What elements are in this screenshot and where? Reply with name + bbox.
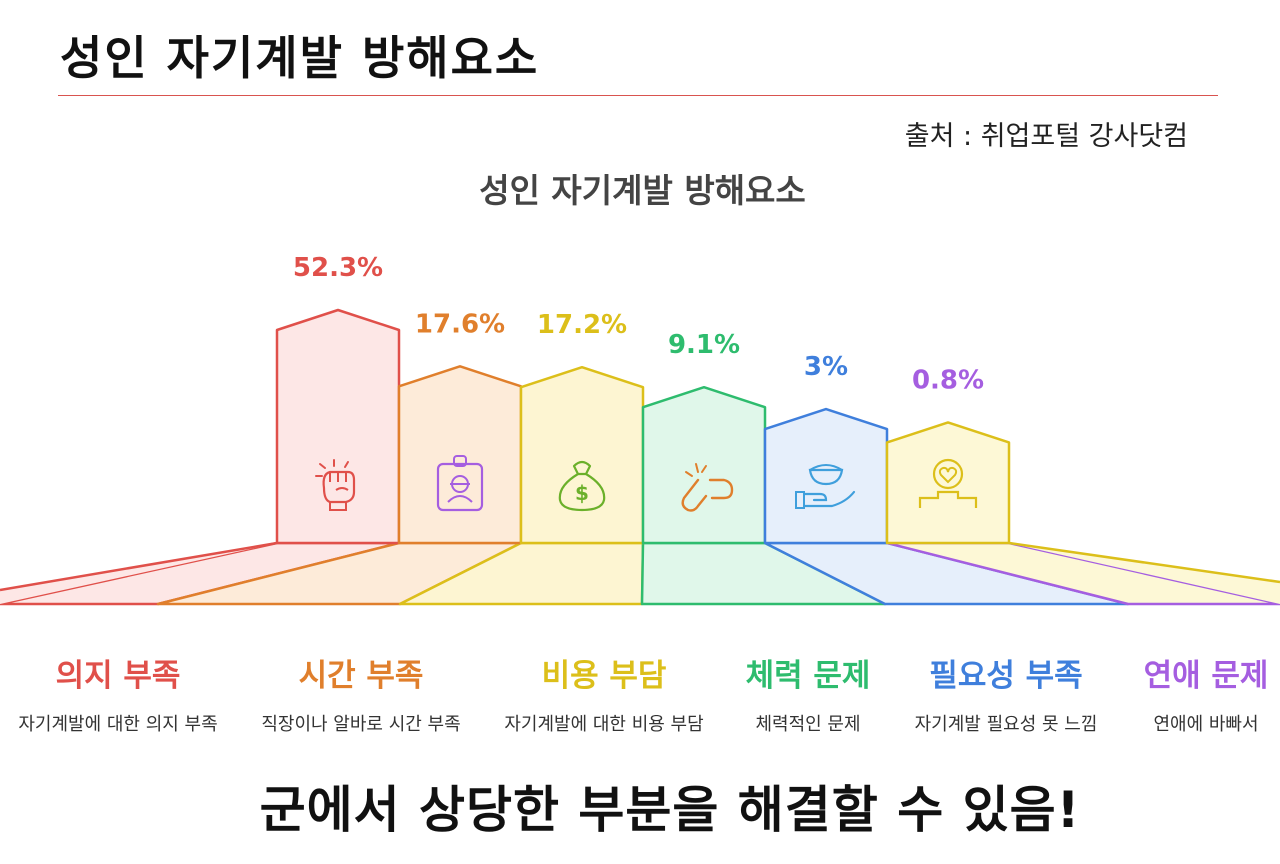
money-bag-icon: $ xyxy=(558,460,606,512)
title-divider xyxy=(58,95,1218,96)
category-description-5: 자기계발 필요성 못 느낌 xyxy=(914,714,1098,735)
category-description-4: 체력적인 문제 xyxy=(755,714,861,735)
fist-icon xyxy=(315,459,356,511)
category-description-6: 연애에 바빠서 xyxy=(1153,714,1259,735)
bar-1 xyxy=(275,308,401,545)
category-description-3: 자기계발에 대한 비용 부담 xyxy=(504,714,704,735)
bar-3 xyxy=(519,365,645,545)
footer-banner: 군에서 상당한 부분을 해결할 수 있음! xyxy=(259,781,1081,839)
value-label-1: 52.3% xyxy=(293,253,383,283)
category-label-2: 시간 부족 xyxy=(298,658,424,694)
value-label-5: 3% xyxy=(804,352,848,382)
value-label-2: 17.6% xyxy=(415,309,505,339)
category-label-5: 필요성 부족 xyxy=(929,658,1083,694)
category-label-3: 비용 부담 xyxy=(541,658,667,694)
category-label-1: 의지 부족 xyxy=(55,658,181,694)
floor-edge-right-line xyxy=(1008,541,1280,584)
value-label-4: 9.1% xyxy=(668,330,740,360)
bar-2 xyxy=(397,365,523,545)
floor-edge-left xyxy=(0,543,277,604)
heart-podium-icon xyxy=(918,458,978,508)
category-label-6: 연애 문제 xyxy=(1143,658,1269,694)
value-label-3: 17.2% xyxy=(537,310,627,340)
category-description-2: 직장이나 알바로 시간 부족 xyxy=(261,714,461,735)
value-label-6: 0.8% xyxy=(912,365,984,395)
hand-bowl-icon xyxy=(795,464,856,509)
id-badge-icon xyxy=(436,455,484,512)
category-label-4: 체력 문제 xyxy=(745,658,871,694)
chart-title: 성인 자기계발 방해요소 xyxy=(479,171,806,210)
bar-4 xyxy=(641,385,767,545)
page-title: 성인 자기계발 방해요소 xyxy=(60,31,540,85)
category-description-1: 자기계발에 대한 의지 부족 xyxy=(18,714,218,735)
broken-link-icon xyxy=(681,463,734,512)
bar-5 xyxy=(763,407,889,545)
floor-edge-right xyxy=(1009,543,1280,604)
source-text: 출처 : 취업포털 강사닷컴 xyxy=(904,121,1188,152)
floor-edge-left-line xyxy=(0,541,278,592)
svg-text:$: $ xyxy=(575,481,589,505)
